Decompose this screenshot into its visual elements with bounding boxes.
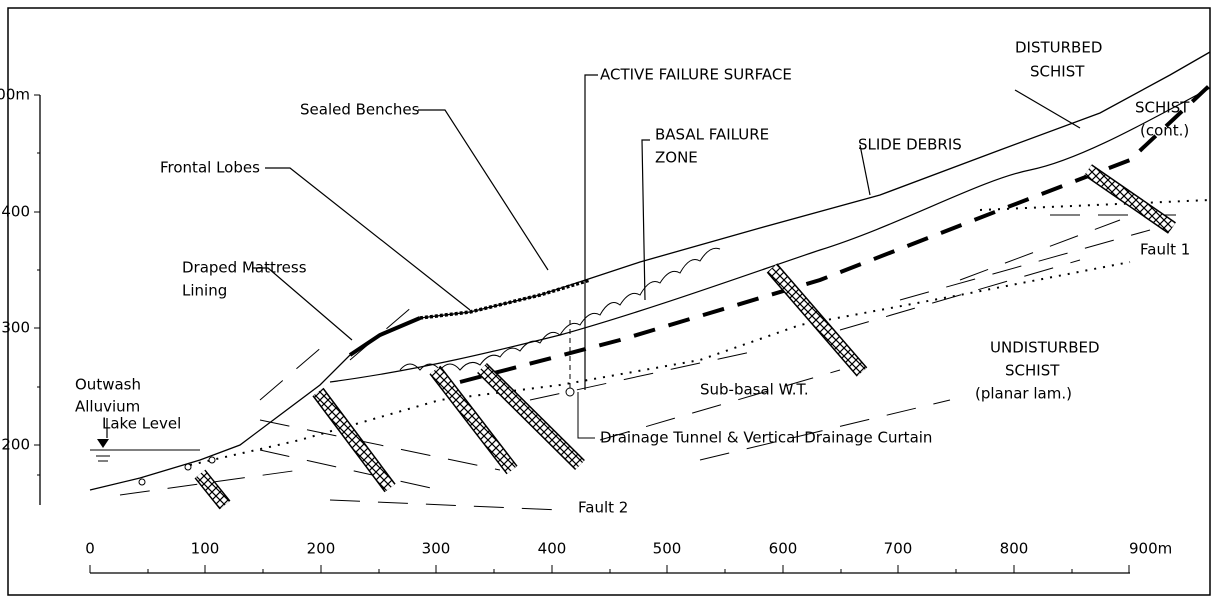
label: ZONE <box>655 149 698 167</box>
leaders <box>107 75 1080 438</box>
label: Lining <box>182 282 227 300</box>
faults <box>200 170 1172 505</box>
y-tick-label: 400 <box>1 203 30 221</box>
label: BASAL FAILURE <box>655 126 769 144</box>
x-tick-label: 100 <box>191 540 220 558</box>
label: SCHIST <box>1005 362 1060 380</box>
x-tick-label: 200 <box>307 540 336 558</box>
y-tick-label: 200 <box>1 436 30 454</box>
label: SCHIST <box>1135 99 1190 117</box>
x-tick-label: 0 <box>85 540 95 558</box>
y-axis <box>34 95 40 505</box>
label: Frontal Lobes <box>160 159 260 177</box>
label: SCHIST <box>1030 63 1085 81</box>
label: (cont.) <box>1140 122 1189 140</box>
label: Sub-basal W.T. <box>700 381 809 399</box>
label: UNDISTURBED <box>990 339 1100 357</box>
x-tick-label: 400 <box>538 540 567 558</box>
label: SLIDE DEBRIS <box>858 136 962 154</box>
label: Drainage Tunnel & Vertical Drainage Curt… <box>600 429 932 447</box>
x-axis <box>90 565 1130 573</box>
label: Fault 2 <box>578 499 628 517</box>
label: Alluvium <box>75 398 140 416</box>
slide-debris-bottom <box>400 248 720 370</box>
draped-mattress <box>350 318 420 355</box>
x-tick-label: 900m <box>1129 540 1172 558</box>
label: Lake Level <box>102 415 181 433</box>
label: DISTURBED <box>1015 39 1102 57</box>
x-tick-label: 300 <box>422 540 451 558</box>
label: Fault 1 <box>1140 241 1190 259</box>
label: Draped Mattress <box>182 259 307 277</box>
y-tick-label: 300 <box>1 319 30 337</box>
lake <box>90 439 200 461</box>
x-tick-label: 500 <box>653 540 682 558</box>
x-tick-label: 700 <box>884 540 913 558</box>
sealed-benches <box>420 280 590 318</box>
cross-section: 500m 400 300 200 0 100 200 300 400 500 6… <box>0 0 1219 605</box>
label: ACTIVE FAILURE SURFACE <box>600 66 792 84</box>
label: (planar lam.) <box>975 385 1072 403</box>
x-tick-label: 800 <box>1000 540 1029 558</box>
x-tick-label: 600 <box>769 540 798 558</box>
y-tick-label: 500m <box>0 86 30 104</box>
label: Sealed Benches <box>300 101 420 119</box>
label: Outwash <box>75 376 141 394</box>
drainage-tunnel <box>566 320 595 438</box>
